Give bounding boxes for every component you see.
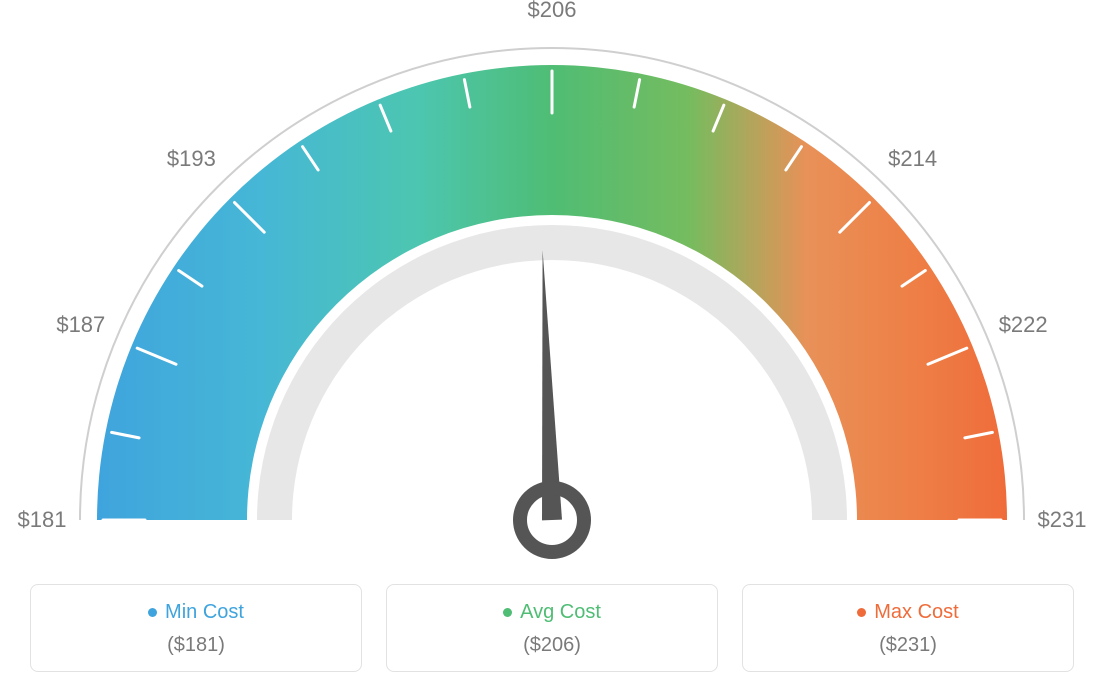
gauge-tick-label: $181 bbox=[18, 507, 67, 533]
gauge-tick-label: $187 bbox=[56, 312, 105, 338]
legend-value-avg: ($206) bbox=[397, 634, 707, 657]
legend-value-max: ($231) bbox=[753, 634, 1063, 657]
legend-label-max: Max Cost bbox=[874, 601, 958, 624]
legend-value-min: ($181) bbox=[41, 634, 351, 657]
legend-title-avg: Avg Cost bbox=[503, 601, 601, 624]
legend-title-max: Max Cost bbox=[857, 601, 958, 624]
legend-row: Min Cost ($181) Avg Cost ($206) Max Cost… bbox=[0, 584, 1104, 672]
legend-card-max: Max Cost ($231) bbox=[742, 584, 1074, 672]
gauge-tick-label: $222 bbox=[999, 312, 1048, 338]
legend-label-min: Min Cost bbox=[165, 601, 244, 624]
legend-card-min: Min Cost ($181) bbox=[30, 584, 362, 672]
gauge-tick-label: $193 bbox=[167, 146, 216, 172]
gauge-svg bbox=[0, 0, 1104, 560]
gauge-tick-label: $214 bbox=[888, 146, 937, 172]
legend-dot-min bbox=[148, 608, 157, 617]
gauge-chart: $181 $187 $193 $206 $214 $222 $231 bbox=[0, 0, 1104, 560]
legend-title-min: Min Cost bbox=[148, 601, 244, 624]
gauge-tick-label: $206 bbox=[528, 0, 577, 23]
legend-card-avg: Avg Cost ($206) bbox=[386, 584, 718, 672]
legend-dot-avg bbox=[503, 608, 512, 617]
legend-label-avg: Avg Cost bbox=[520, 601, 601, 624]
gauge-tick-label: $231 bbox=[1038, 507, 1087, 533]
legend-dot-max bbox=[857, 608, 866, 617]
